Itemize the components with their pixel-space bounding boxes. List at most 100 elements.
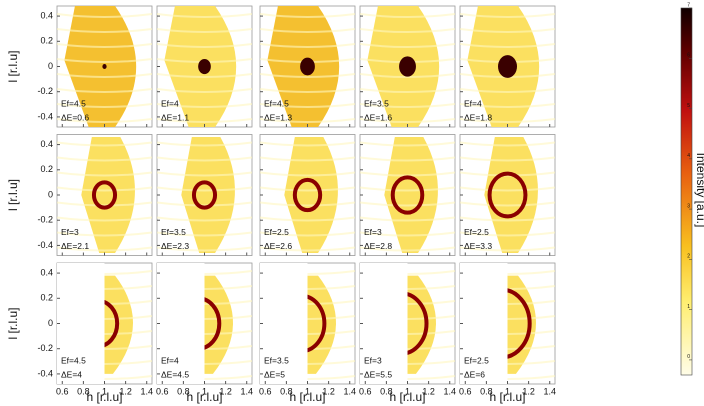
texture: [57, 141, 152, 147]
texture: [460, 231, 555, 237]
panel: Ef=4 ΔE=4.5 0.6 0.8 1 1.2 1.4 h [r.l.u]: [156, 262, 253, 404]
panel: Ef=4.5 ΔE=0.6 -0.4 -0.2 0 0.2 0.4 l [r.l.u]: [6, 5, 153, 128]
texture: [460, 103, 555, 108]
panel-label: ΔE=6: [464, 369, 485, 379]
x-tick-label: 1.4: [140, 386, 153, 396]
map: [360, 263, 455, 384]
panel: Ef=3 ΔE=2.8: [359, 134, 456, 256]
x-tick-label: 0.6: [259, 386, 272, 396]
panel: Ef=3.5 ΔE=2.3: [156, 134, 253, 256]
mask: [360, 263, 408, 384]
texture: [360, 88, 455, 93]
x-axis-label: h [r.l.u]: [186, 390, 222, 404]
panel: Ef=2.5 ΔE=2.6: [259, 134, 356, 256]
texture: [260, 231, 355, 237]
map-region: [64, 6, 137, 127]
texture: [57, 201, 152, 207]
panel-label: ΔE=2.1: [61, 241, 89, 251]
map: [57, 263, 152, 384]
texture: [57, 88, 152, 93]
colorbar: [680, 7, 693, 376]
texture: [360, 103, 455, 108]
texture: [157, 43, 252, 48]
texture: [157, 13, 252, 18]
mask: [157, 263, 205, 384]
panel-label: Ef=4: [161, 355, 179, 365]
panel-label: ΔE=2.3: [161, 241, 189, 251]
feature: [191, 180, 218, 210]
panel: Ef=4.5 ΔE=4 0.6 0.8 1 1.2 1.4 -0.4 -0.2 0 0.2 0.4 l …: [6, 262, 153, 404]
mask: [57, 263, 105, 384]
x-tick-label: 1: [102, 386, 107, 396]
texture: [57, 186, 152, 192]
texture: [360, 43, 455, 48]
texture: [260, 13, 355, 18]
x-tick-label: 1.2: [219, 386, 232, 396]
panel-label: ΔE=4: [61, 369, 82, 379]
texture: [360, 246, 455, 252]
texture: [360, 186, 455, 192]
y-tick-label: 0: [48, 61, 53, 71]
texture: [460, 216, 555, 222]
colorbar-tick-label: 0: [687, 354, 690, 360]
colorbar-tick-label: 7: [687, 2, 690, 8]
feature: [102, 63, 107, 70]
feature: [390, 175, 425, 215]
panel: Ef=3.5 ΔE=5 0.6 0.8 1 1.2 1.4 h [r.l.u]: [259, 262, 356, 404]
panel: Ef=3 ΔE=5.5 0.6 0.8 1 1.2 1.4 h [r.l.u]: [359, 262, 456, 404]
x-tick-label: 0.8: [380, 386, 393, 396]
map: [57, 137, 152, 253]
panel-label: Ef=4.5: [264, 98, 289, 108]
panel-label: ΔE=2.8: [364, 241, 392, 251]
x-tick-label: 1: [505, 386, 510, 396]
panel-label: Ef=2.5: [464, 355, 489, 365]
x-tick-label: 1.2: [322, 386, 335, 396]
panel-label: Ef=2.5: [464, 227, 489, 237]
texture: [460, 28, 555, 33]
colorbar-tick-label: 4: [687, 153, 690, 159]
x-tick-label: 1.4: [343, 386, 356, 396]
texture: [360, 13, 455, 18]
texture: [157, 186, 252, 192]
y-tick-label: 0.4: [40, 10, 53, 20]
texture: [360, 216, 455, 222]
texture: [360, 141, 455, 147]
x-axis-label: h [r.l.u]: [289, 390, 325, 404]
feature: [292, 177, 323, 213]
y-tick-label: 0.2: [40, 293, 53, 303]
texture: [260, 186, 355, 192]
texture: [57, 171, 152, 177]
texture: [157, 28, 252, 33]
texture: [57, 118, 152, 123]
texture: [460, 43, 555, 48]
panel: Ef=2.5 ΔE=6 0.6 0.8 1 1.2 1.4 h [r.l.u]: [459, 262, 556, 404]
map: [460, 137, 555, 253]
feature: [498, 55, 517, 78]
map: [157, 263, 252, 384]
texture: [260, 201, 355, 207]
x-tick-label: 1.4: [240, 386, 253, 396]
panel-label: Ef=3.5: [161, 227, 186, 237]
colorbar-tick-label: 3: [687, 203, 690, 209]
texture: [57, 58, 152, 63]
feature: [300, 57, 315, 76]
map-region: [181, 137, 235, 253]
y-tick-label: -0.2: [37, 86, 53, 96]
texture: [260, 171, 355, 177]
panel-label: ΔE=1.8: [464, 112, 492, 122]
map: [260, 137, 355, 253]
y-axis-label: l [r.l.u]: [6, 179, 20, 211]
colorbar-tick-label: 6: [687, 53, 690, 59]
map-region: [484, 137, 538, 253]
panel: Ef=4 ΔE=1.8: [459, 5, 556, 128]
texture: [260, 141, 355, 147]
x-tick-label: 0.6: [56, 386, 69, 396]
colorbar-tick-label: 1: [687, 304, 690, 310]
map: [57, 6, 152, 127]
texture: [157, 156, 252, 162]
feature: [198, 58, 211, 75]
panel-label: Ef=4: [161, 98, 179, 108]
texture: [360, 73, 455, 78]
panel-label: Ef=3: [61, 227, 79, 237]
texture: [157, 73, 252, 78]
